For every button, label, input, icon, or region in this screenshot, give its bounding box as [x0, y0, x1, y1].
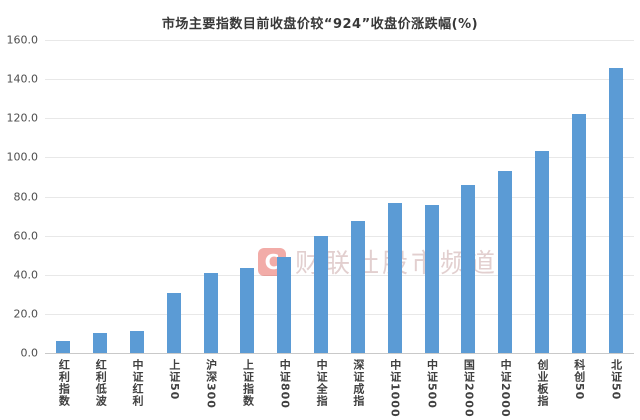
x-category-label: 深证成指 [351, 359, 365, 407]
x-category-label: 中证全指 [315, 359, 329, 407]
bar [93, 333, 108, 353]
bar [424, 204, 439, 353]
gridline [45, 235, 634, 237]
y-tick-label: 80.0 [13, 190, 39, 203]
x-category-label: 红利指数 [57, 359, 71, 407]
x-category-label: 上证50 [167, 359, 181, 401]
x-category-label: 中证800 [278, 359, 292, 409]
y-tick-label: 0.0 [20, 346, 39, 360]
gridline [45, 79, 634, 81]
y-tick-label: 40.0 [13, 268, 39, 282]
x-category-label: 中证500 [425, 359, 439, 409]
bar [534, 151, 549, 353]
bar [130, 330, 145, 353]
y-tick-label: 60.0 [13, 229, 39, 243]
bar [350, 220, 365, 353]
x-axis-line [45, 353, 634, 354]
y-axis: 0.0 20.0 40.0 60.0 80.0 100.0 120.0 140.0 160.0 [0, 34, 40, 360]
x-category-label: 中证2000 [499, 359, 513, 418]
bar [571, 113, 586, 353]
gridline [45, 313, 634, 315]
bar [56, 341, 71, 353]
bar [608, 68, 623, 353]
y-tick-label: 120.0 [6, 111, 39, 125]
bar [240, 268, 255, 353]
x-category-label: 北证50 [609, 359, 623, 401]
y-tick-label: 20.0 [13, 307, 39, 321]
gridline [45, 274, 634, 276]
y-tick-label: 160.0 [6, 33, 39, 47]
gridline [45, 157, 634, 159]
x-category-label: 中证红利 [131, 359, 145, 407]
bar [277, 257, 292, 353]
bar [314, 235, 329, 353]
x-category-label: 创业板指 [535, 359, 549, 407]
bar [498, 171, 513, 353]
plot-area: C 财联社股市频道 [45, 40, 634, 354]
chart-title: 市场主要指数目前收盘价较“924”收盘价涨跌幅(%) [161, 17, 479, 32]
x-category-label: 上证指数 [241, 359, 255, 407]
x-category-label: 沪深300 [204, 359, 218, 409]
x-category-label: 科创50 [572, 359, 586, 401]
x-category-label: 红利低波 [94, 359, 108, 407]
bar [203, 272, 218, 353]
bar [387, 202, 402, 353]
bar [461, 184, 476, 353]
x-category-label: 国证2000 [462, 359, 476, 418]
y-tick-label: 100.0 [6, 150, 39, 164]
gridline [45, 40, 634, 41]
gridline [45, 118, 634, 120]
x-axis: 红利指数 红利低波 中证红利 上证50 沪深300 上证指数 中证800 中证全指 深证成指 中证… [45, 357, 634, 419]
bar [166, 292, 181, 353]
gridline [45, 196, 634, 198]
y-tick-label: 140.0 [6, 72, 39, 86]
x-category-label: 中证1000 [388, 359, 402, 418]
